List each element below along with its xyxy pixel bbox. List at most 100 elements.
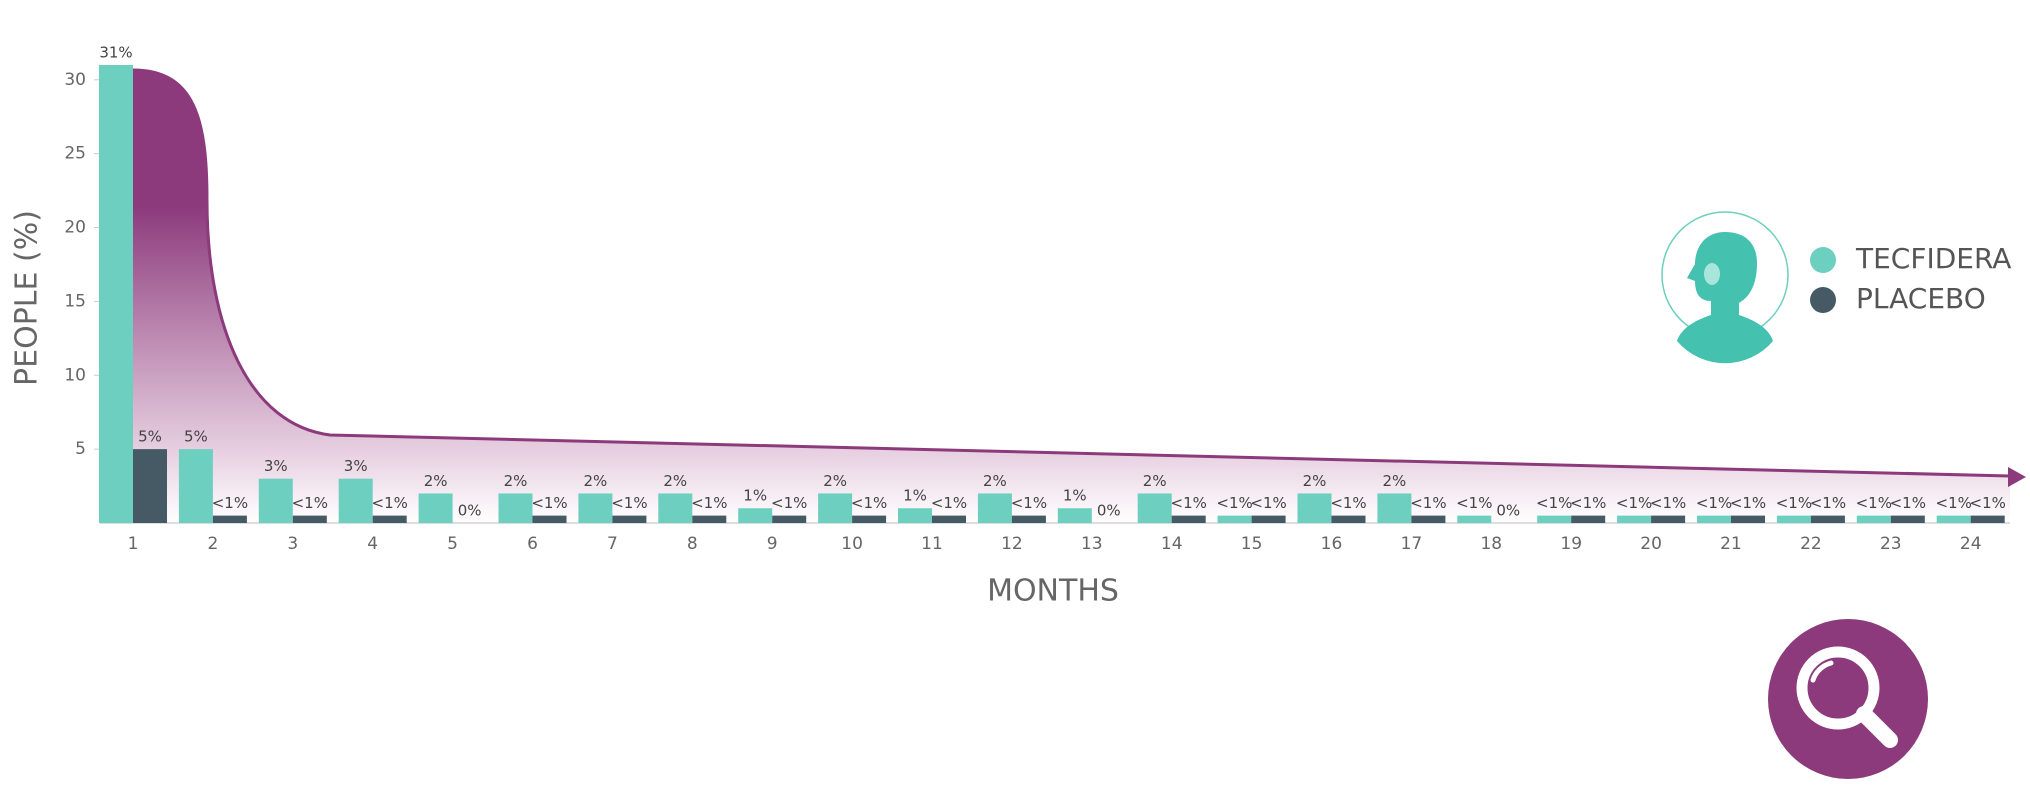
value-label: <1% [1216, 494, 1252, 512]
value-label: <1% [1776, 494, 1812, 512]
bar [1171, 515, 1206, 523]
value-label: 1% [903, 487, 927, 505]
bar [1970, 515, 2005, 523]
search-button[interactable] [1768, 619, 1928, 779]
value-label: <1% [1616, 494, 1652, 512]
bar [532, 515, 567, 523]
value-label: <1% [931, 494, 967, 512]
value-label: 2% [823, 472, 847, 490]
y-tick-label: 30 [64, 70, 86, 90]
y-tick-label: 20 [64, 218, 86, 238]
trend-arrow [2008, 467, 2026, 487]
x-tick-label: 3 [287, 534, 298, 554]
bar [898, 508, 932, 523]
bar [1331, 515, 1366, 523]
bar [1457, 515, 1492, 523]
bar [772, 515, 807, 523]
value-label: 2% [1383, 472, 1407, 490]
x-tick-label: 6 [527, 534, 538, 554]
value-label: 5% [138, 428, 162, 446]
x-tick-label: 19 [1560, 534, 1582, 554]
bar [852, 515, 887, 523]
bar [1571, 515, 1606, 523]
y-tick-label: 15 [64, 291, 86, 311]
x-tick-label: 5 [447, 534, 458, 554]
value-label: 1% [743, 487, 767, 505]
value-label: <1% [611, 494, 647, 512]
x-tick-label: 1 [128, 534, 139, 554]
bar [612, 515, 647, 523]
bar [1057, 508, 1092, 523]
legend-icon [1661, 211, 1789, 364]
value-label: <1% [212, 494, 248, 512]
trend-area [133, 70, 2010, 523]
bar [1617, 515, 1652, 523]
value-label: <1% [1570, 494, 1606, 512]
bar [178, 449, 213, 523]
x-tick-label: 16 [1321, 534, 1343, 554]
bar [692, 515, 727, 523]
value-label: <1% [1650, 494, 1686, 512]
bar [977, 493, 1012, 523]
bar [1411, 515, 1446, 523]
x-tick-label: 20 [1640, 534, 1662, 554]
bar [498, 493, 533, 523]
bar [658, 493, 693, 523]
y-axis-label: PEOPLE (%) [10, 210, 45, 386]
value-label: 2% [1143, 472, 1167, 490]
value-label: <1% [1011, 494, 1047, 512]
x-tick-label: 21 [1720, 534, 1742, 554]
value-label: <1% [1696, 494, 1732, 512]
value-label: 2% [1303, 472, 1327, 490]
bar [1377, 493, 1412, 523]
bar [1731, 515, 1765, 523]
x-tick-label: 10 [841, 534, 863, 554]
value-label: 31% [99, 44, 132, 62]
value-label: <1% [292, 494, 328, 512]
bar [133, 449, 167, 523]
value-label: <1% [372, 494, 408, 512]
bar [1537, 515, 1572, 523]
bar [1251, 515, 1286, 523]
value-label: <1% [1536, 494, 1572, 512]
value-label: <1% [1810, 494, 1846, 512]
value-label: 2% [663, 472, 687, 490]
y-tick-label: 10 [64, 365, 86, 385]
legend-label: PLACEBO [1856, 282, 1986, 315]
y-tick-label: 25 [64, 144, 86, 164]
x-tick-label: 14 [1161, 534, 1183, 554]
value-label: <1% [1730, 494, 1766, 512]
bar [1936, 515, 1971, 523]
bar [1217, 515, 1252, 523]
value-label: <1% [1936, 494, 1972, 512]
bar [1137, 493, 1172, 523]
x-tick-label: 11 [921, 534, 943, 554]
bar [212, 515, 247, 523]
x-tick-label: 8 [687, 534, 698, 554]
bar [1856, 515, 1891, 523]
value-label: 0% [1496, 502, 1520, 520]
legend-swatch [1810, 287, 1836, 313]
bar [1697, 515, 1731, 523]
bar [418, 493, 453, 523]
legend-label: TECFIDERA [1855, 242, 2011, 275]
value-label: <1% [771, 494, 807, 512]
value-label: 5% [184, 428, 208, 446]
trend-line [132, 68, 2011, 478]
value-label: 2% [983, 472, 1007, 490]
x-tick-label: 17 [1401, 534, 1423, 554]
bar [818, 493, 853, 523]
value-label: <1% [1970, 494, 2006, 512]
bar [372, 515, 407, 523]
value-label: <1% [1890, 494, 1926, 512]
bar [932, 515, 966, 523]
value-label: <1% [1250, 494, 1286, 512]
bar [292, 515, 327, 523]
bar [1651, 515, 1686, 523]
value-label: 3% [264, 457, 288, 475]
value-label: <1% [531, 494, 567, 512]
bar [738, 508, 773, 523]
x-tick-label: 18 [1480, 534, 1502, 554]
x-tick-label: 23 [1880, 534, 1902, 554]
